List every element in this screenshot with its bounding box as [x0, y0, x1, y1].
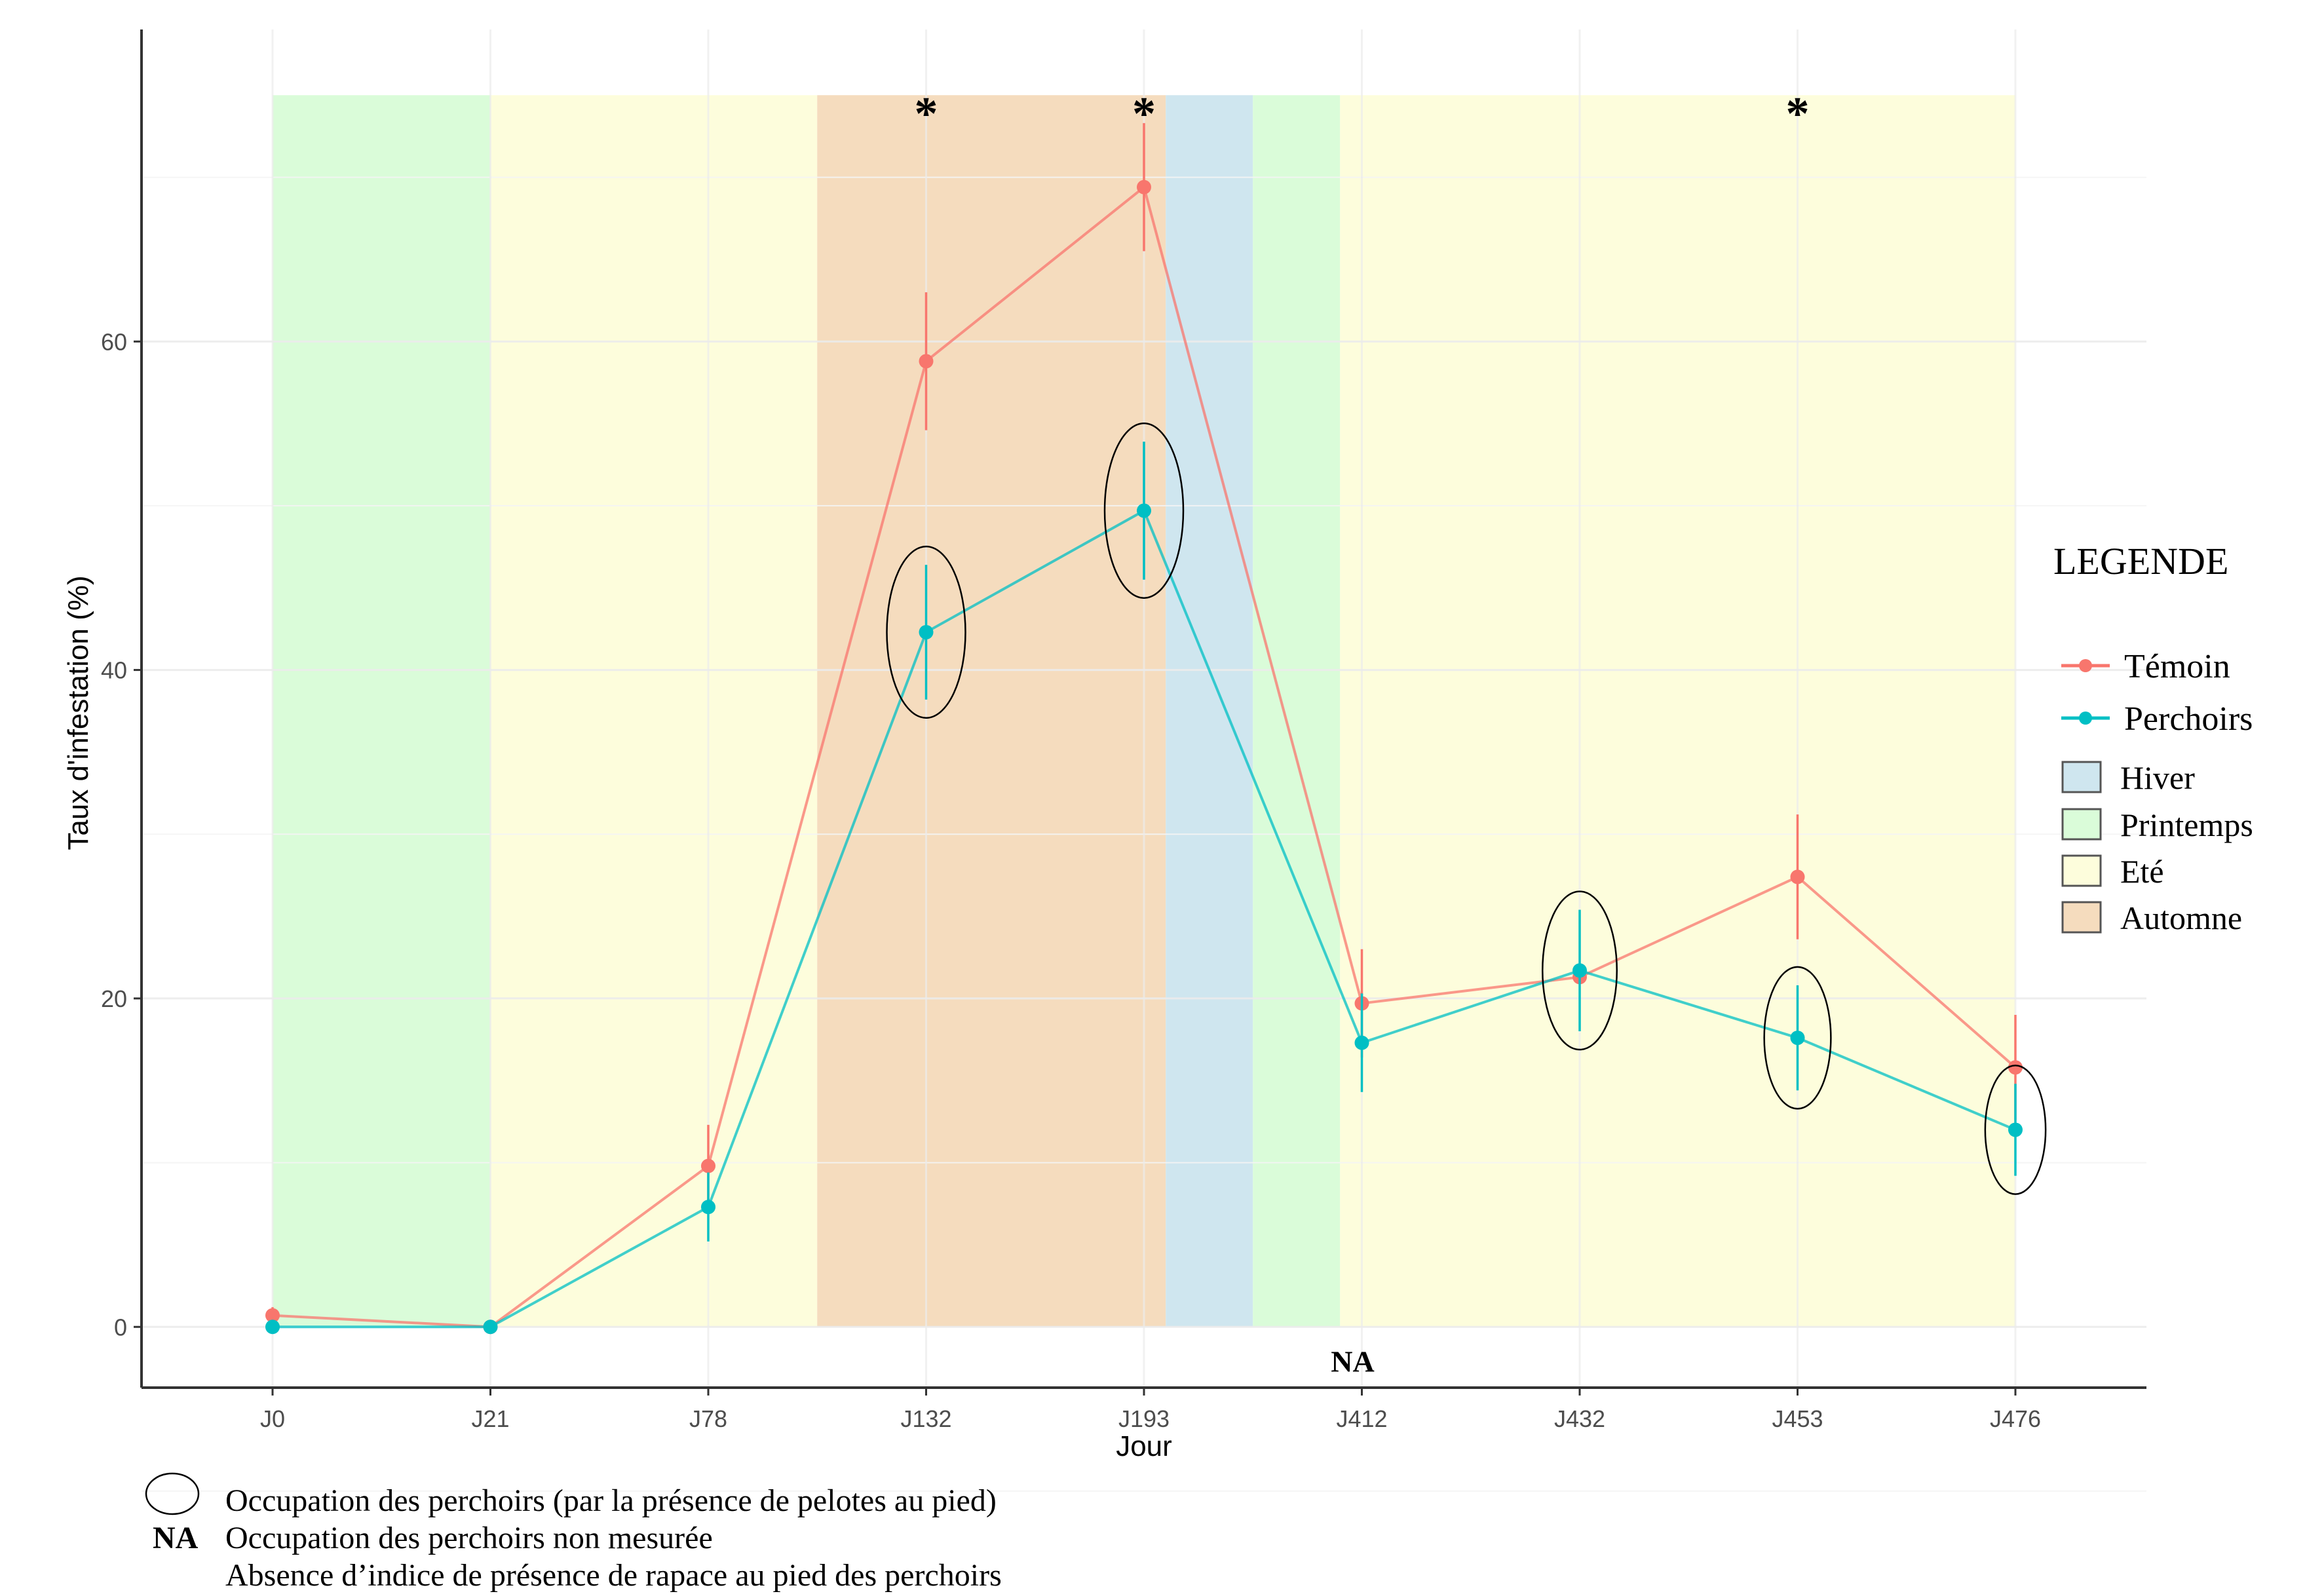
significance-star: *: [1132, 87, 1156, 140]
footnote-ellipse-text: Occupation des perchoirs (par la présenc…: [225, 1483, 997, 1518]
legend-label-perchoirs: Perchoirs: [2124, 700, 2253, 738]
legend: LEGENDE Témoin Perchoirs Hiver Printemps…: [2053, 540, 2253, 936]
data-point-perchoirs: [701, 1200, 715, 1215]
x-tick-label: J78: [689, 1405, 727, 1432]
season-band-5: [1340, 95, 2015, 1327]
y-tick-label: 40: [101, 657, 127, 684]
na-mark: NA: [1331, 1344, 1374, 1378]
data-point-temoin: [1790, 869, 1805, 884]
legend-swatch-automne: [2061, 901, 2102, 934]
legend-swatch-ete: [2061, 854, 2102, 887]
legend-label-hiver: Hiver: [2120, 759, 2195, 796]
perch-occupied-ellipse: [1763, 966, 1832, 1110]
data-point-temoin: [1137, 180, 1151, 195]
footnote-absence-text: Absence d’indice de présence de rapace a…: [225, 1558, 1002, 1593]
x-ticks: J0 J21 J78 J132 J193 J412 J432 J453 J476: [260, 1388, 2041, 1432]
perch-occupied-ellipse: [1103, 422, 1185, 599]
y-ticks: 0 20 40 60: [101, 328, 142, 1340]
perch-occupied-ellipse: [886, 545, 966, 719]
data-point-perchoirs: [919, 624, 934, 639]
season-band-4: [1253, 95, 1341, 1327]
y-tick-label: 60: [101, 328, 127, 355]
legend-key-perchoirs-point: [2079, 712, 2092, 725]
data-point-perchoirs: [483, 1320, 498, 1335]
legend-swatch-printemps: [2061, 808, 2102, 841]
data-point-perchoirs: [1790, 1031, 1805, 1046]
data-point-temoin: [265, 1308, 280, 1323]
data-point-perchoirs: [2008, 1122, 2023, 1137]
data-point-perchoirs: [1572, 963, 1587, 978]
legend-label-ete: Eté: [2120, 853, 2164, 890]
footnote-ellipse-symbol: [145, 1472, 200, 1515]
legend-swatch-hiver: [2061, 761, 2102, 793]
x-tick-label: J193: [1118, 1405, 1170, 1432]
x-tick-label: J132: [900, 1405, 951, 1432]
data-point-temoin: [2008, 1060, 2023, 1075]
footnote-na-symbol: NA: [153, 1521, 199, 1555]
x-tick-label: J21: [471, 1405, 509, 1432]
legend-label-temoin: Témoin: [2124, 648, 2230, 685]
season-band-3: [1166, 95, 1253, 1327]
perch-occupied-ellipse: [1984, 1065, 2047, 1195]
data-point-temoin: [701, 1158, 715, 1173]
x-tick-label: J432: [1554, 1405, 1605, 1432]
x-tick-label: J0: [260, 1405, 285, 1432]
x-tick-label: J476: [1990, 1405, 2041, 1432]
y-axis-title: Taux d'infestation (%): [62, 575, 94, 850]
x-tick-label: J412: [1336, 1405, 1387, 1432]
season-band-2: [817, 95, 1166, 1327]
perch-occupied-ellipse: [1541, 890, 1618, 1051]
y-tick-label: 0: [114, 1314, 127, 1340]
season-band-1: [490, 95, 818, 1327]
data-point-perchoirs: [265, 1320, 280, 1335]
season-bands: [273, 95, 2015, 1327]
x-axis-title: Jour: [1116, 1430, 1172, 1462]
significance-star: *: [1786, 87, 1810, 140]
legend-key-temoin-point: [2079, 659, 2092, 672]
data-point-perchoirs: [1137, 503, 1151, 518]
footnotes: Occupation des perchoirs (par la présenc…: [145, 1472, 1002, 1593]
season-band-0: [273, 95, 491, 1327]
significance-star: *: [915, 87, 938, 140]
footnote-na-text: Occupation des perchoirs non mesurée: [225, 1521, 713, 1555]
y-tick-label: 20: [101, 985, 127, 1012]
annotations: * * * NA: [886, 87, 2047, 1378]
legend-label-automne: Automne: [2120, 900, 2242, 936]
series-layer: [265, 123, 2023, 1335]
data-point-temoin: [919, 354, 934, 369]
data-point-perchoirs: [1354, 1035, 1369, 1050]
x-tick-label: J453: [1772, 1405, 1823, 1432]
legend-title: LEGENDE: [2053, 540, 2228, 582]
legend-label-printemps: Printemps: [2120, 807, 2253, 843]
